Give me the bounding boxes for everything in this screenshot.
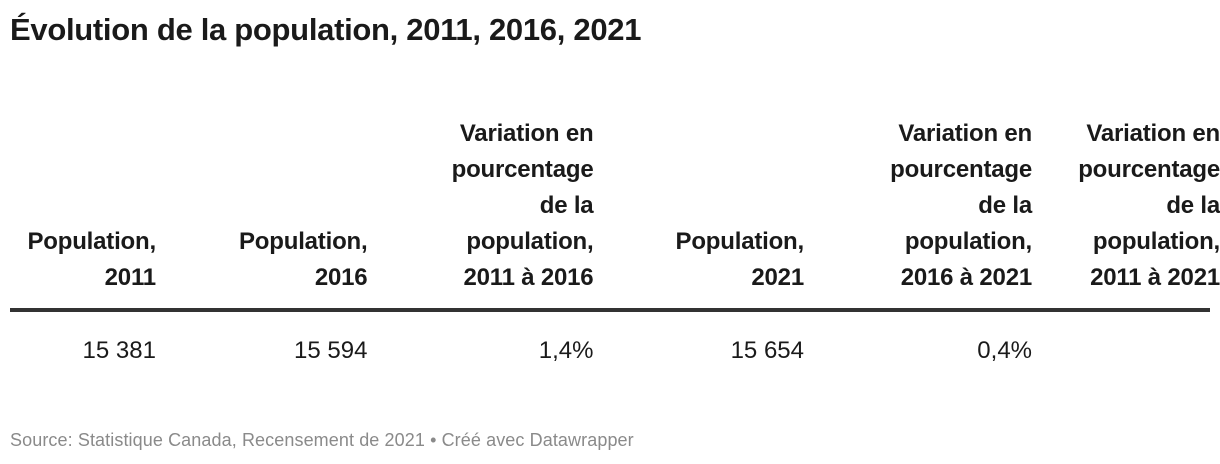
column-header-population-2016: Population, 2016 [239,228,368,291]
cell-variation-2016-2021: 0,4% [977,337,1032,364]
cell-population-2011: 15 381 [82,337,156,364]
column-header-variation-2011-2016: Variation en pourcentage de la populatio… [451,120,594,291]
column-header-population-2011: Population, 2011 [27,228,156,291]
column-header-population-2021: Population, 2021 [675,228,805,291]
cell-variation-2011-2016: 1,4% [538,337,594,364]
source-credit-line: Source: Statistique Canada, Recensement … [10,430,634,450]
table-row: 15 381 15 594 1,4% 15 654 0,4% [10,338,1220,364]
cell-population-2016: 15 594 [294,337,368,364]
table-header-row: Population, 2011 Population, 2016 Variat… [10,50,1220,296]
column-header-variation-2016-2021: Variation en pourcentage de la populatio… [890,120,1032,291]
cell-population-2021: 15 654 [730,337,804,364]
data-table: Population, 2011 Population, 2016 Variat… [10,50,1220,364]
chart-title: Évolution de la population, 2011, 2016, … [10,12,642,47]
column-header-variation-2011-2021: Variation en pourcentage de la populatio… [1078,120,1220,291]
header-divider-rule [10,308,1210,312]
cell-variation-2011-2021 [1062,338,1220,364]
